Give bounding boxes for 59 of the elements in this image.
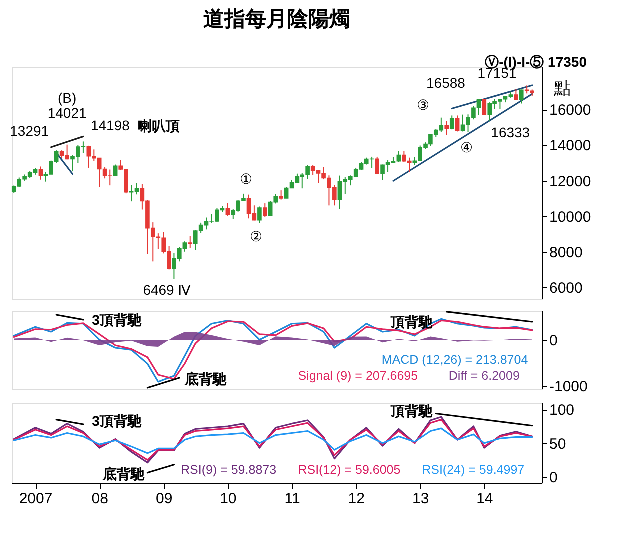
annotation: ② (250, 228, 264, 244)
series-label: RSI(12) = 59.6005 (298, 463, 401, 477)
candlestick (450, 115, 454, 130)
candlestick (519, 89, 524, 104)
annotation: 16333 (491, 124, 530, 141)
candlestick (455, 115, 460, 132)
y-tick-label: 0 (550, 469, 558, 486)
candlestick (375, 156, 380, 175)
y-tick-label: 10000 (550, 208, 592, 226)
y-tick-label: 14000 (550, 138, 592, 155)
x-tick-label: 08 (92, 490, 108, 508)
annotation: 頂背馳 (390, 403, 433, 419)
annotation: 底背馳 (102, 466, 145, 482)
candlestick (444, 120, 449, 136)
chart-title: 道指每月陰陽燭 (204, 8, 350, 31)
candlestick (279, 190, 284, 200)
annotation: 底背馳 (184, 371, 227, 387)
x-tick-label: 10 (220, 490, 237, 508)
text: Diff = 6.2009 (448, 369, 520, 383)
y-tick-label: 100 (550, 402, 575, 420)
y-tick-label: 6000 (550, 280, 583, 297)
x-tick-label: 14 (476, 490, 494, 508)
candlestick (38, 166, 44, 180)
x-tick-label: 09 (156, 490, 173, 508)
series-label: RSI(9) = 59.8873 (181, 463, 277, 477)
y-axis-title: 點 (553, 79, 571, 98)
candlestick (263, 203, 268, 218)
x-tick-label: 13 (412, 490, 430, 508)
y-tick-label: 0 (550, 332, 558, 350)
y-tick-label: 16000 (550, 102, 592, 120)
annotation: 6469 Ⅳ (143, 282, 192, 298)
annotation: 喇叭頂 (138, 118, 180, 134)
y-tick-label: 50 (550, 436, 566, 453)
series-label: RSI(24) = 59.4997 (422, 463, 525, 477)
annotation: 14198 (90, 118, 130, 134)
annotation: ① (240, 170, 254, 187)
y-tick-label: 12000 (550, 173, 592, 190)
annotation: 頂背馳 (390, 314, 433, 330)
candlestick (514, 88, 518, 100)
annotation: ③ (416, 96, 430, 113)
candlestick (482, 98, 487, 116)
text: Signal (9) = 207.6695 (298, 369, 418, 383)
x-tick-label: 12 (348, 490, 365, 508)
annotation: (B) (58, 90, 77, 106)
annotation: 13291 (10, 122, 50, 139)
annotation: 14021 (48, 104, 87, 121)
series-label: MACD (12,26) = 213.8704 (382, 353, 528, 367)
candlestick (188, 236, 193, 248)
x-tick-label: 2007 (19, 490, 53, 508)
candlestick (258, 206, 262, 224)
y-tick-label: -1000 (550, 378, 588, 396)
annotation: ④ (460, 139, 474, 156)
annotation: 16588 (426, 75, 466, 92)
candlestick (226, 202, 230, 216)
annotation: 3頂背馳 (92, 413, 142, 429)
line-series (13, 428, 534, 454)
x-tick-label: 11 (284, 490, 300, 508)
annotation: 3頂背馳 (92, 312, 142, 328)
y-tick-label: 8000 (550, 244, 583, 262)
